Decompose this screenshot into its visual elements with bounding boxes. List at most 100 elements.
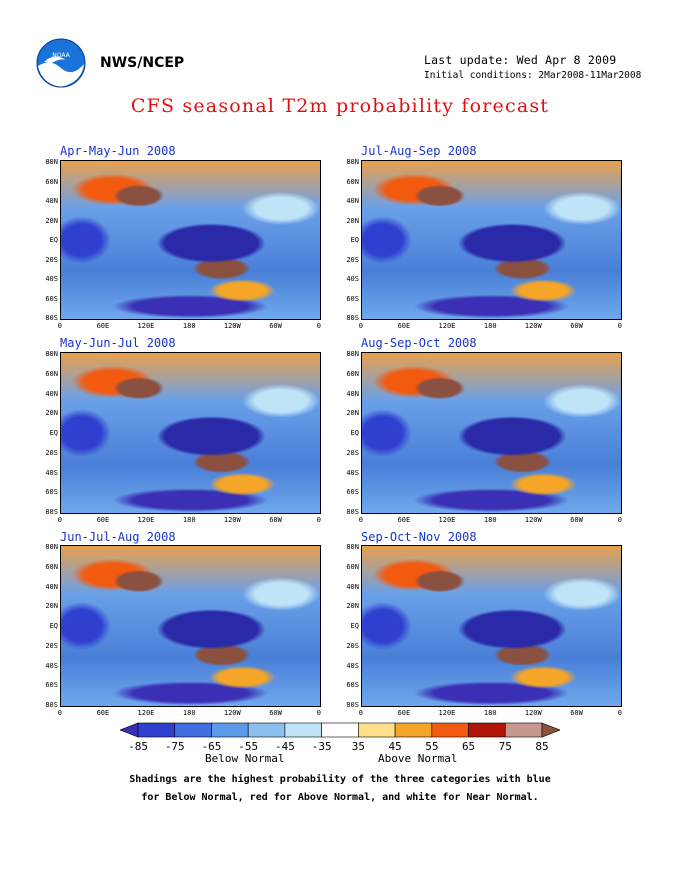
lon-label: 60W — [570, 322, 583, 330]
below-normal-label: Below Normal — [205, 752, 285, 765]
colorbar-tick-label: 35 — [351, 740, 365, 753]
colorbar-swatch — [174, 722, 212, 738]
lon-label: 60E — [397, 322, 411, 330]
lat-label: 40N — [346, 389, 359, 398]
above-normal-label: Above Normal — [378, 752, 458, 765]
lat-label: 40N — [45, 582, 58, 591]
lat-label: 20N — [346, 409, 359, 418]
lat-label: 80N — [346, 158, 359, 166]
lon-label: 120E — [438, 709, 456, 717]
lon-label: 0 — [358, 709, 364, 717]
lat-label: 20S — [45, 641, 58, 650]
lat-label: 60N — [346, 562, 359, 571]
colorbar-swatch — [321, 722, 359, 738]
lat-label: 60S — [45, 681, 58, 690]
lat-label: 80S — [346, 314, 359, 322]
lon-label: 0 — [358, 322, 364, 330]
panel-title-4: Aug-Sep-Oct 2008 — [361, 336, 477, 350]
panel-title-2: Jul-Aug-Sep 2008 — [361, 144, 477, 158]
lat-label: 60S — [45, 488, 58, 497]
lon-label: 0 — [316, 709, 322, 717]
lat-label: 80S — [45, 314, 58, 322]
panel-title-3: May-Jun-Jul 2008 — [60, 336, 176, 350]
colorbar-swatch — [394, 722, 433, 738]
lat-label: 20N — [45, 602, 58, 611]
footnote-line-1: Shadings are the highest probability of … — [129, 774, 551, 785]
lon-label: 0 — [316, 516, 322, 524]
lon-label: 120W — [223, 322, 241, 330]
lat-label: 20S — [346, 448, 359, 457]
lat-label: 20N — [45, 409, 58, 418]
lon-label: 60E — [96, 322, 110, 330]
lat-label: 40S — [45, 661, 58, 670]
lon-label: 0 — [57, 709, 63, 717]
lon-label: 0 — [316, 322, 322, 330]
lat-label: EQ — [350, 622, 359, 630]
colorbar-tick-label: -55 — [238, 740, 259, 753]
lon-label: 0 — [617, 709, 623, 717]
lon-label: 120E — [137, 322, 155, 330]
lat-label: 20N — [346, 602, 359, 611]
forecast-map-1 — [60, 160, 321, 320]
lon-label: 180 — [483, 709, 497, 717]
lat-label: 60S — [45, 294, 58, 303]
forecast-map-6 — [361, 545, 622, 707]
lat-label: 80S — [346, 701, 359, 709]
colorbar-swatch — [120, 722, 139, 738]
lon-label: 120E — [137, 516, 155, 524]
lon-label: 180 — [483, 516, 497, 524]
lat-label: 40N — [45, 389, 58, 398]
lon-label: 60E — [96, 516, 110, 524]
lat-label: 40N — [346, 197, 359, 205]
lon-label: 60W — [269, 322, 282, 330]
colorbar-tick-label: 75 — [498, 740, 512, 753]
lon-label: 0 — [617, 516, 623, 524]
initial-conditions: Initial conditions: 2Mar2008-11Mar2008 — [424, 70, 642, 81]
lon-label: 120W — [223, 516, 241, 524]
panel-title-5: Jun-Jul-Aug 2008 — [60, 530, 176, 544]
colorbar-swatch — [284, 722, 322, 738]
lon-label: 120W — [524, 322, 542, 330]
lat-label: 80N — [346, 350, 359, 358]
lat-label: 80N — [346, 543, 359, 551]
forecast-map-3 — [60, 352, 321, 514]
lon-label: 180 — [182, 709, 196, 717]
lon-label: 60E — [96, 709, 110, 717]
lon-label: 0 — [617, 322, 623, 330]
lon-label: 0 — [358, 516, 364, 524]
lat-label: 40S — [346, 468, 359, 477]
lat-label: 80N — [45, 158, 58, 166]
lat-label: 80N — [45, 543, 58, 551]
lat-label: 40S — [45, 275, 58, 283]
lat-label: 20S — [45, 255, 58, 264]
lat-label: 80N — [45, 350, 58, 358]
lat-label: 20S — [45, 448, 58, 457]
colorbar-tick-label: -35 — [311, 740, 332, 753]
colorbar-tick-label: 65 — [461, 740, 476, 753]
colorbar — [120, 722, 560, 738]
lat-label: 60N — [45, 562, 58, 571]
lat-label: 40N — [45, 197, 58, 205]
lat-label: EQ — [49, 429, 58, 437]
lon-label: 60W — [269, 516, 282, 524]
lat-label: 80S — [45, 508, 58, 516]
lon-label: 0 — [57, 322, 63, 330]
lon-label: 180 — [182, 516, 196, 524]
lat-label: 80S — [346, 508, 359, 516]
lat-label: 20N — [45, 216, 58, 225]
lat-label: 60N — [45, 177, 58, 186]
page-title: CFS seasonal T2m probability forecast — [130, 95, 550, 117]
colorbar-swatch — [211, 722, 249, 738]
lon-label: 120E — [438, 322, 456, 330]
noaa-logo-icon: NOAA — [36, 38, 86, 88]
colorbar-tick-label: 45 — [388, 740, 402, 753]
lon-label: 60E — [397, 709, 411, 717]
lon-label: 60W — [570, 516, 583, 524]
colorbar-tick-label: 55 — [425, 740, 439, 753]
lat-label: 60N — [346, 369, 359, 378]
lon-label: 180 — [182, 322, 196, 330]
lat-label: EQ — [350, 429, 359, 437]
colorbar-swatch — [468, 722, 506, 738]
lon-label: 60W — [570, 709, 583, 717]
panel-title-1: Apr-May-Jun 2008 — [60, 144, 176, 158]
